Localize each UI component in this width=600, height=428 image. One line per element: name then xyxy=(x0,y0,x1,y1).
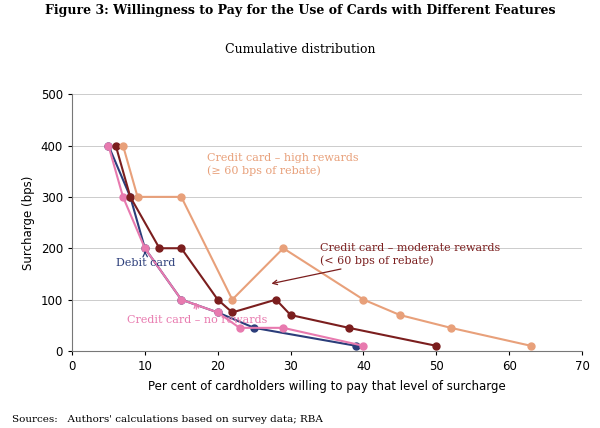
X-axis label: Per cent of cardholders willing to pay that level of surcharge: Per cent of cardholders willing to pay t… xyxy=(148,380,506,393)
Text: Debit card: Debit card xyxy=(116,252,175,268)
Text: Credit card – high rewards
(≥ 60 bps of rebate): Credit card – high rewards (≥ 60 bps of … xyxy=(207,154,358,176)
Text: Credit card – moderate rewards
(< 60 bps of rebate): Credit card – moderate rewards (< 60 bps… xyxy=(273,244,500,285)
Y-axis label: Surcharge (bps): Surcharge (bps) xyxy=(22,175,35,270)
Text: Figure 3: Willingness to Pay for the Use of Cards with Different Features: Figure 3: Willingness to Pay for the Use… xyxy=(45,4,555,17)
Text: Credit card – no rewards: Credit card – no rewards xyxy=(127,304,267,325)
Text: Cumulative distribution: Cumulative distribution xyxy=(225,43,375,56)
Text: Sources:   Authors' calculations based on survey data; RBA: Sources: Authors' calculations based on … xyxy=(12,415,323,424)
